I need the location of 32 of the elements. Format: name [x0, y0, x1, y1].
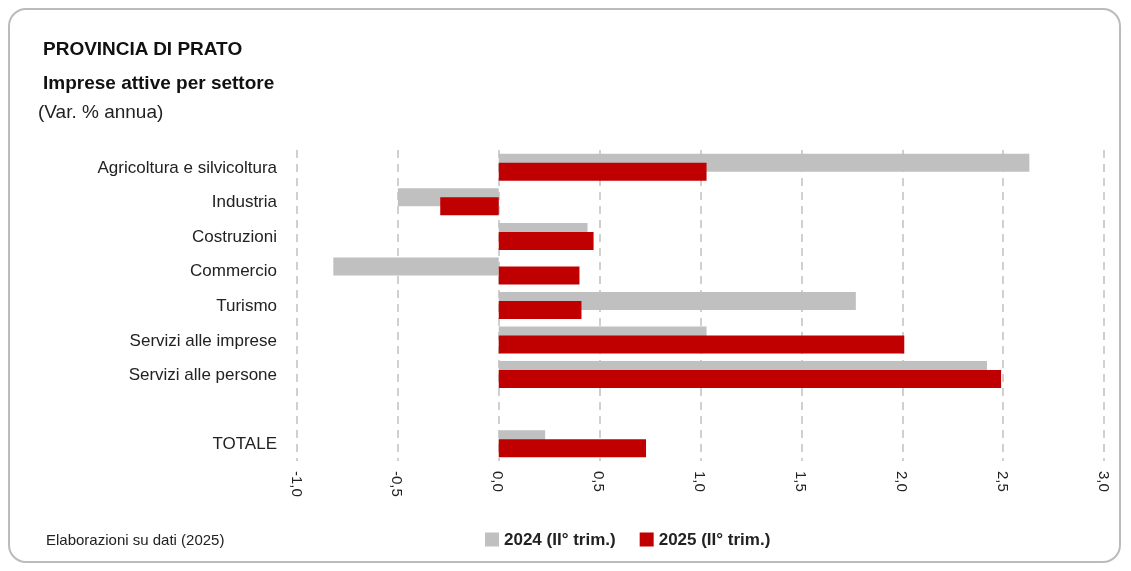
legend-label: 2024 (II° trim.): [504, 530, 616, 549]
bar: [498, 370, 1002, 389]
y-tick-label: Agricoltura e silvicoltura: [97, 157, 278, 177]
y-tick-label: TOTALE: [212, 434, 277, 454]
bar: [498, 162, 707, 181]
y-tick-label: Turismo: [216, 296, 277, 315]
bar: [498, 266, 580, 285]
bar: [498, 231, 594, 250]
bar: [440, 197, 499, 216]
y-tick-label: Costruzioni: [191, 226, 277, 246]
x-tick-label: 3,0: [1095, 471, 1113, 492]
bar: [498, 335, 905, 354]
x-tick-label: 1,0: [692, 471, 709, 492]
legend-label: 2025 (II° trim.): [658, 530, 771, 549]
y-tick-label: Servizi alle persone: [128, 365, 277, 385]
x-tick-label: 0,5: [591, 471, 609, 492]
text: (Var. % annua): [38, 101, 164, 122]
y-tick-label: Servizi alle imprese: [129, 330, 277, 350]
y-tick-label: Industria: [211, 192, 278, 212]
x-tick-label: -0,5: [389, 471, 407, 497]
y-tick-label: Commercio: [190, 261, 277, 281]
x-tick-label: 0,0: [490, 471, 508, 492]
x-tick-label: 2,5: [994, 471, 1012, 492]
x-tick-label: 2,0: [893, 471, 911, 492]
text: Elaborazioni su dati (2025): [46, 531, 225, 548]
bar: [498, 301, 582, 319]
x-tick-label: 1,5: [792, 471, 810, 492]
x-tick-label: -1,0: [288, 471, 306, 497]
chart-subtitle: Imprese attive per settore: [43, 72, 275, 93]
bar: [498, 439, 647, 458]
bar: [333, 257, 499, 276]
text: PROVINCIA DI PRATO: [43, 38, 243, 59]
